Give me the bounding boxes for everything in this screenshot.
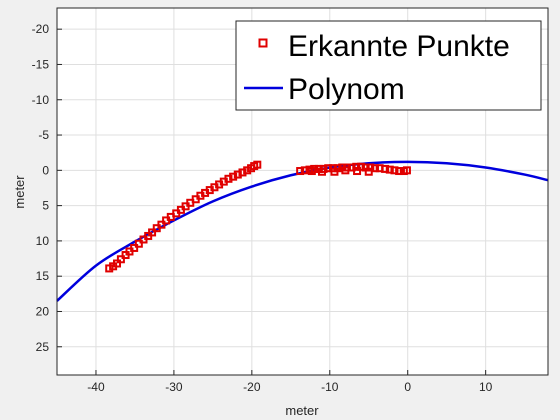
- data-point: [300, 166, 309, 175]
- legend-entry-polynom: Polynom: [288, 73, 405, 106]
- data-point: [381, 164, 390, 173]
- data-point: [116, 255, 125, 264]
- y-tick-label: 25: [36, 340, 50, 354]
- data-point: [307, 167, 316, 176]
- y-tick-label: 5: [42, 199, 49, 213]
- x-tick-label: 10: [479, 380, 493, 394]
- legend-marker-icon: [258, 38, 268, 48]
- y-tick-label: 20: [36, 304, 50, 318]
- x-tick-label: -10: [321, 380, 339, 394]
- data-point: [352, 162, 361, 171]
- data-point: [148, 228, 157, 237]
- x-tick-label: -20: [243, 380, 261, 394]
- data-point: [157, 220, 166, 229]
- y-tick-labels: -20 -15 -10 -5 0 5 10 15 20 25: [32, 22, 50, 354]
- x-tick-label: -30: [165, 380, 183, 394]
- x-tick-labels: -40 -30 -20 -10 0 10: [87, 380, 492, 394]
- y-tick-label: -20: [32, 22, 50, 36]
- legend-box: [235, 20, 542, 111]
- data-point: [390, 166, 399, 175]
- y-tick-label: 10: [36, 234, 50, 248]
- data-point: [130, 243, 139, 252]
- x-axis-label: meter: [285, 403, 319, 418]
- data-point: [366, 163, 375, 172]
- x-tick-label: 0: [404, 380, 411, 394]
- plot-frame: [56, 7, 549, 376]
- data-point: [296, 167, 305, 176]
- y-tick-label: -15: [32, 57, 50, 71]
- y-axis-label: meter: [12, 175, 27, 209]
- data-point: [385, 165, 394, 174]
- y-tick-label: -10: [32, 93, 50, 107]
- x-tick-label: -40: [87, 380, 105, 394]
- data-point: [353, 167, 362, 176]
- y-tick-label: 0: [42, 163, 49, 177]
- erkannte-punkte-series: [105, 160, 411, 273]
- data-point: [330, 167, 339, 176]
- data-point: [317, 167, 326, 176]
- y-tick-label: -5: [38, 128, 49, 142]
- legend: Erkannte Punkte Polynom: [235, 20, 542, 111]
- data-point: [134, 239, 143, 248]
- legend-entry-erkannte-punkte: Erkannte Punkte: [288, 30, 510, 63]
- data-point: [364, 167, 373, 176]
- data-point: [253, 160, 262, 169]
- data-point: [402, 166, 411, 175]
- y-tick-label: 15: [36, 269, 50, 283]
- data-point: [341, 166, 350, 175]
- data-point: [395, 167, 404, 176]
